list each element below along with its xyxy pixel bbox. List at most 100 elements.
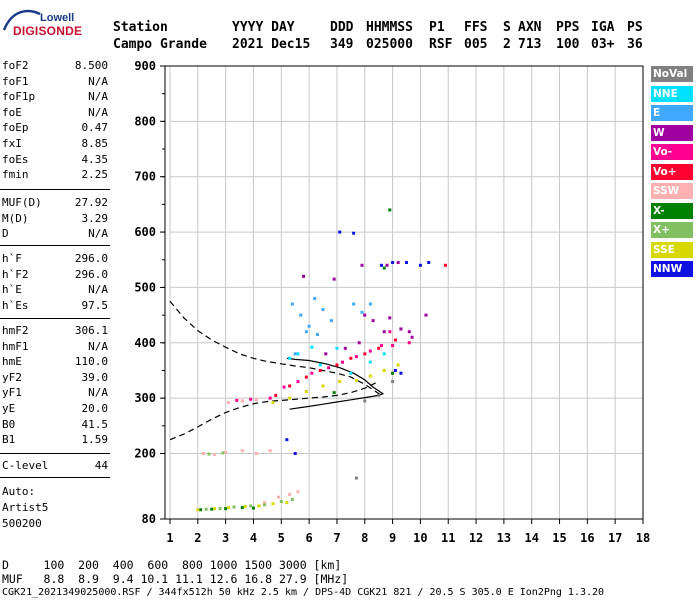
echo-point-w <box>371 319 375 323</box>
echo-point-x <box>204 507 208 511</box>
echo-point-nnw <box>393 368 397 372</box>
param-row: hmE 110.0 <box>2 355 108 369</box>
autoscaling-info: Artist5 <box>2 501 49 514</box>
echo-point-ssw <box>277 495 281 499</box>
echo-point-sse <box>338 380 342 384</box>
param-row: D N/A <box>2 227 108 241</box>
echo-point-vo <box>393 338 397 342</box>
echo-point-e <box>313 297 317 300</box>
header-row2-cell: 36 <box>627 37 643 52</box>
param-name: C-level <box>2 459 49 472</box>
param-row: fmin 2.25 <box>2 168 108 182</box>
echo-point-ssw <box>240 449 244 453</box>
echo-point-ssw <box>224 450 228 454</box>
echo-point-x <box>391 371 395 375</box>
param-row: hmF2 306.1 <box>2 324 108 338</box>
x-tick-label: 18 <box>636 531 650 545</box>
echo-point-sse <box>271 502 275 506</box>
param-name: fmin <box>2 168 29 182</box>
echo-point-nnw <box>379 263 383 267</box>
x-tick-label: 10 <box>413 531 427 545</box>
y-tick-label: 900 <box>134 59 156 73</box>
param-name: foEs <box>2 152 29 166</box>
header-row2-cell: RSF <box>429 37 453 52</box>
echo-point-x <box>218 507 222 511</box>
echo-point-w <box>302 274 306 278</box>
x-tick-label: 13 <box>497 531 511 545</box>
x-tick-label: 11 <box>441 531 455 545</box>
param-name: hmE <box>2 355 22 369</box>
param-divider <box>0 189 110 190</box>
y-tick-label: 300 <box>134 391 156 405</box>
y-tick-label: 700 <box>134 170 156 184</box>
x-tick-label: 8 <box>361 531 368 545</box>
param-value: 296.0 <box>74 252 108 265</box>
echo-point-w <box>324 352 328 356</box>
param-name: foF2 <box>2 59 29 72</box>
header-row1-cell: FFS <box>464 20 488 35</box>
header-row2-cell: 025000 <box>366 37 413 52</box>
x-tick-label: 1 <box>166 531 173 545</box>
echo-point-sse <box>285 501 289 505</box>
echo-point-ssw <box>254 398 258 402</box>
echo-point-x <box>240 506 244 510</box>
param-row: yF2 39.0 <box>2 371 108 385</box>
echo-point-sse <box>271 401 275 405</box>
param-value: N/A <box>88 227 108 241</box>
param-value: 110.0 <box>74 355 108 369</box>
param-value: 44 <box>94 459 108 472</box>
echo-point-nne <box>368 360 372 364</box>
x-tick-label: 3 <box>222 531 229 545</box>
echo-point-vo <box>235 398 239 402</box>
echo-point-sse <box>288 396 292 400</box>
echo-point-sse <box>382 368 386 372</box>
echo-point-nnw <box>427 261 431 265</box>
param-row: B1 1.59 <box>2 433 108 447</box>
echo-point-vo <box>327 366 331 370</box>
echo-point-x <box>221 451 225 455</box>
param-row: M(D) 3.29 <box>2 212 108 226</box>
param-value: 296.0 <box>74 267 108 281</box>
echo-point-w <box>360 263 364 267</box>
echo-point-x <box>210 507 214 511</box>
param-row: MUF(D) 27.92 <box>2 196 108 210</box>
param-value: 0.47 <box>81 121 109 135</box>
param-name: foEp <box>2 121 29 135</box>
param-name: h`Es <box>2 298 29 312</box>
header-row2-cell: 2021 Dec15 <box>232 37 311 52</box>
param-value: 3.29 <box>81 211 109 225</box>
autoscaling-info: 500200 <box>2 517 42 530</box>
echo-point-nne <box>349 371 353 375</box>
echo-point-vo <box>268 396 272 400</box>
param-value: 4.35 <box>81 152 109 166</box>
echo-point-nnw <box>418 263 422 267</box>
echo-point-nnw <box>399 371 403 375</box>
echo-point-x <box>279 500 283 504</box>
echo-point-x <box>251 506 255 510</box>
echo-point-e <box>307 324 311 328</box>
y-tick-label: 400 <box>134 336 156 350</box>
autoscaling-info: Auto: <box>2 485 36 498</box>
header-row1-cell: PPS <box>556 20 580 35</box>
param-value: N/A <box>88 105 108 119</box>
legend-item-nne: NNE <box>651 85 693 102</box>
param-divider <box>0 318 110 319</box>
param-row: foF2 8.500 <box>2 59 108 73</box>
param-value: N/A <box>88 386 108 400</box>
x-tick-label: 5 <box>278 531 285 545</box>
echo-point-w <box>363 313 367 317</box>
echo-point-e <box>315 332 319 336</box>
echo-point-vo <box>379 344 383 348</box>
param-row: h`E N/A <box>2 283 108 297</box>
echo-point-noval <box>391 380 395 384</box>
legend-item-w: W <box>651 124 693 141</box>
param-name: yF2 <box>2 370 22 384</box>
param-value: 2.25 <box>81 168 109 182</box>
header-row1-cell: S <box>503 20 511 35</box>
x-tick-label: 16 <box>580 531 594 545</box>
param-row: h`Es 97.5 <box>2 299 108 313</box>
x-tick-label: 2 <box>194 531 201 545</box>
legend-item-nnw: NNW <box>651 261 693 277</box>
param-row: yE 20.0 <box>2 402 108 416</box>
echo-point-x <box>388 208 392 212</box>
